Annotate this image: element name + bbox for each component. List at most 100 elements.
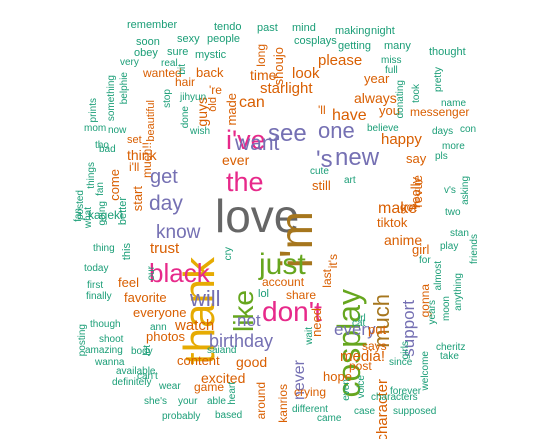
word-happy: happy	[381, 131, 422, 148]
word-wear: wear	[159, 381, 181, 392]
word-photos: photos	[146, 329, 186, 344]
word-cute: cute	[310, 166, 329, 177]
word-almost: almost	[433, 261, 444, 291]
word-you: you	[379, 103, 400, 118]
word-know: know	[156, 222, 201, 243]
word-girl: girl	[412, 242, 430, 257]
word-post: post	[349, 359, 372, 373]
word-lol: lol	[258, 288, 270, 300]
word-irl: irl	[358, 313, 366, 324]
word-black: black	[149, 258, 210, 288]
word-first: first	[87, 280, 104, 291]
word-ann: ann	[150, 322, 167, 333]
word-tho: tho	[95, 140, 109, 151]
word-mystic: mystic	[195, 49, 227, 61]
word-start: start	[130, 186, 145, 212]
word-shes: she's	[144, 396, 168, 407]
word-the: the	[226, 167, 264, 197]
word-content: content	[177, 353, 220, 368]
word-prints: prints	[88, 98, 99, 123]
word-back: back	[196, 65, 224, 80]
word-body: body	[131, 346, 153, 357]
word-soon: soon	[136, 36, 160, 48]
word-everyone: everyone	[133, 305, 187, 320]
word-obey: obey	[134, 47, 158, 59]
word-hope: hope	[323, 369, 352, 384]
word-even: even	[341, 379, 352, 401]
word-birthday: birthday	[209, 331, 274, 351]
word-case: case	[354, 406, 376, 417]
word-this: this	[121, 243, 133, 261]
word-more: more	[442, 141, 465, 152]
word-people: people	[207, 33, 241, 45]
word-different: different	[292, 404, 328, 415]
word-every: every	[334, 320, 376, 339]
word-will: will	[190, 286, 221, 311]
word-say: say	[406, 151, 427, 166]
word-messenger: messenger	[410, 105, 470, 119]
word-think: think	[127, 147, 157, 163]
word-our: our	[146, 266, 157, 281]
word-cant: can't	[137, 371, 158, 382]
word-one: one	[318, 118, 355, 143]
word-got: got	[400, 200, 417, 214]
word-shoujo: shoujo	[271, 47, 286, 86]
word-today: today	[84, 263, 109, 274]
word-belphie: belphie	[119, 72, 130, 105]
word-friends: friends	[469, 234, 480, 265]
word-took: took	[411, 84, 422, 103]
word-feel: feel	[118, 275, 139, 290]
word-fan: fan	[73, 208, 84, 222]
word-getting: getting	[338, 40, 372, 52]
word-cheritz: cheritz	[436, 342, 466, 353]
word-something: something	[106, 75, 117, 122]
word-have: have	[332, 107, 367, 124]
word-still: still	[312, 178, 331, 193]
word-cosplays: cosplays	[294, 35, 337, 47]
word-sexy: sexy	[177, 33, 200, 45]
word-ever: ever	[222, 152, 250, 168]
word-shoot: shoot	[99, 334, 124, 345]
word-very: very	[120, 57, 139, 68]
word-not: not	[237, 311, 261, 330]
word-night: night	[371, 25, 395, 37]
word-crying: crying	[294, 385, 327, 399]
word-watch: watch	[175, 317, 215, 334]
word-based: based	[215, 410, 243, 421]
word-what: what	[83, 207, 94, 229]
word-good: good	[236, 354, 268, 370]
word-thought: thought	[429, 46, 466, 58]
word-kanrios: kanrios	[276, 384, 290, 423]
word-forever: forever	[390, 386, 422, 397]
word-want: want	[235, 132, 280, 155]
word-wanted: wanted	[143, 66, 182, 80]
word-re: 're	[209, 83, 222, 97]
word-remember: remember	[127, 19, 178, 31]
word-much: much!!	[140, 142, 154, 179]
word-time: time	[250, 67, 277, 83]
word-anime: anime	[384, 232, 423, 248]
word-ill: i'll	[129, 160, 140, 174]
word-able: able	[207, 396, 226, 407]
word-new: new	[335, 144, 380, 171]
word-believe: believe	[367, 123, 399, 134]
word-con: con	[460, 124, 477, 135]
word-day: day	[149, 192, 183, 215]
word-trust: trust	[150, 240, 180, 257]
word-making: making	[335, 25, 371, 37]
word-around: around	[254, 382, 268, 420]
word-real: real	[161, 58, 178, 69]
word-fan: fan	[95, 182, 106, 196]
word-miss: miss	[381, 55, 402, 66]
word-your: your	[178, 396, 198, 407]
word-stop: stop	[162, 89, 173, 108]
word-share: share	[286, 288, 317, 302]
word-ive: i've	[226, 125, 266, 155]
word-probably: probably	[162, 411, 201, 422]
word-media: media!	[340, 348, 386, 365]
word-stan: stan	[450, 228, 469, 239]
word-going: going	[97, 201, 108, 226]
word-just: just	[259, 248, 306, 281]
word-wish: wish	[190, 126, 211, 137]
